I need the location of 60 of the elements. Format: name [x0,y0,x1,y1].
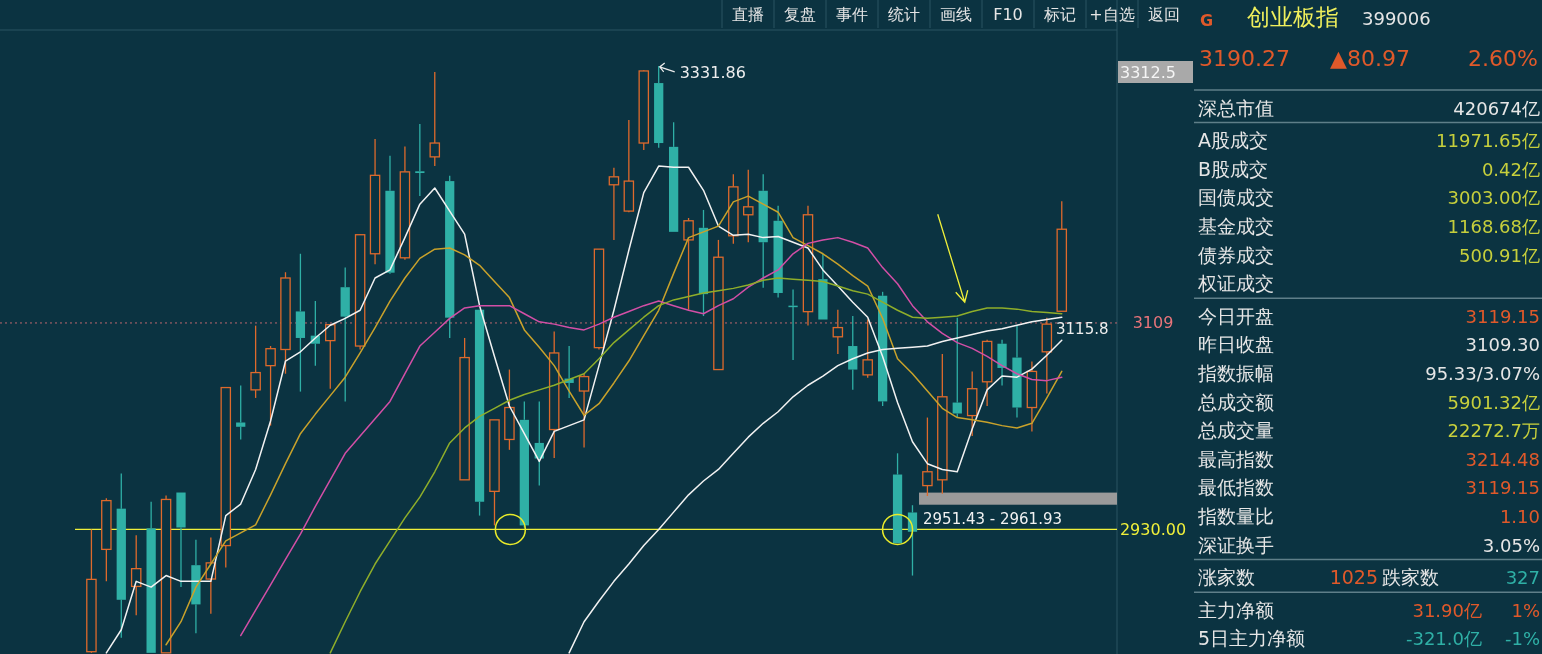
text: 95.33/3.07% [1425,362,1540,384]
category-label: 5日主力净额 [1198,627,1306,650]
text: 399006 [1362,8,1431,29]
text: 返回 [1148,5,1180,24]
text: 3109.30 [1465,334,1540,356]
text: 3003.00亿 [1447,187,1540,209]
category-label: 指数量比 [1197,504,1274,527]
text: 3.05% [1482,534,1540,556]
category-label: 昨日收盘 [1198,333,1274,356]
category-label: A股成交 [1198,129,1268,152]
text: 3119.15 [1465,305,1540,327]
text: 统计 [888,5,920,24]
text: -1% [1504,628,1540,650]
text: 标记 [1043,5,1076,24]
text: 直播 [732,5,764,24]
text: 5901.32亿 [1447,391,1540,413]
text: 3312.5 [1120,63,1176,82]
text: 0.42亿 [1481,158,1540,180]
text: 1025 [1329,566,1378,589]
text: 跌家数 [1382,566,1439,589]
text: 420674亿 [1453,97,1540,119]
text: G [1200,11,1214,30]
band-label: 2951.43 - 2961.93 [923,509,1063,528]
category-label: 指数振幅 [1197,361,1274,384]
text: 1168.68亿 [1447,215,1540,237]
text: 复盘 [784,5,816,24]
category-label: 涨家数 [1198,566,1255,589]
category-label: 主力净额 [1198,598,1274,621]
text: 2.60% [1468,46,1538,71]
category-label: 基金成交 [1198,214,1274,237]
category-label: B股成交 [1198,157,1269,180]
text: 31.90亿 [1412,599,1482,621]
text: -321.0亿 [1405,628,1482,650]
text: 3214.48 [1465,448,1540,470]
category-label: 最高指数 [1198,447,1274,470]
annotation: 3115.8 [1056,320,1109,339]
text: 3190.27 [1199,46,1290,71]
text: +自选 [1089,5,1135,24]
text: 创业板指 [1247,4,1339,30]
category-label: 深证换手 [1198,533,1274,556]
category-label: 深总市值 [1198,96,1274,119]
text: ▲80.97 [1330,46,1410,71]
category-label: 权证成交 [1197,272,1274,295]
text: 500.91亿 [1459,244,1540,266]
annotation: 3331.86 [679,62,746,82]
category-label: 今日开盘 [1198,304,1274,327]
text: 3119.15 [1465,477,1540,499]
category-label: 国债成交 [1198,186,1274,209]
text: 1% [1511,599,1540,621]
category-label: 总成交额 [1197,390,1274,413]
category-label: 最低指数 [1198,476,1274,499]
text: 事件 [836,5,868,24]
category-label: 债券成交 [1198,243,1274,266]
text: 22272.7万 [1447,420,1540,442]
text: 327 [1505,567,1540,589]
text: F10 [993,5,1023,24]
text: 1.10 [1499,505,1540,527]
text: 画线 [940,5,972,24]
category-label: 总成交量 [1197,419,1274,442]
text: 11971.65亿 [1436,130,1540,152]
